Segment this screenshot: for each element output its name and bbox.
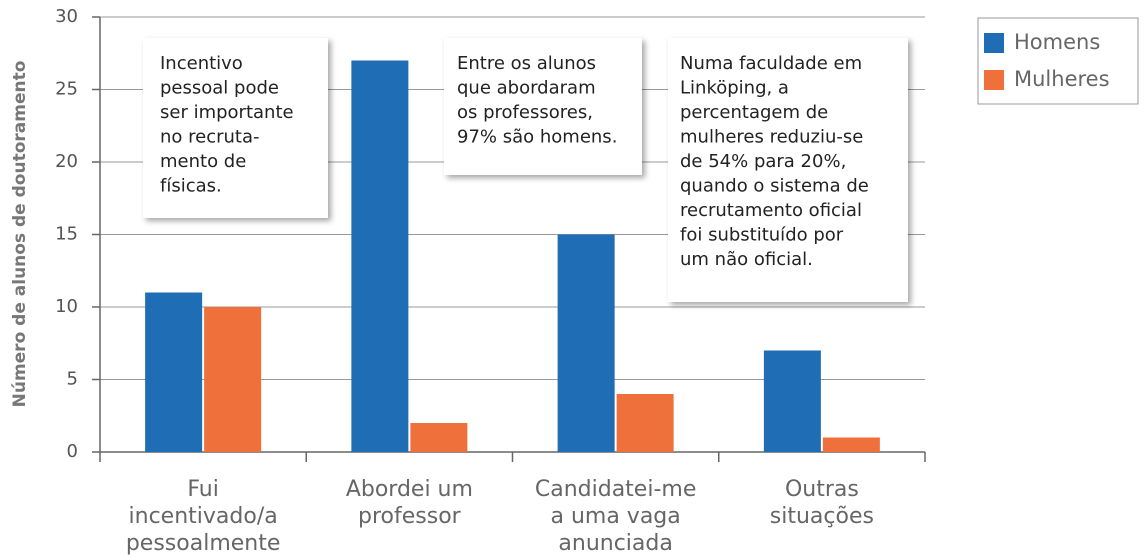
- x-tick-label: anunciada: [558, 531, 672, 556]
- annotation-text: Linköping, a: [680, 78, 789, 99]
- bar: [557, 234, 615, 452]
- annotation-text: físicas.: [160, 176, 222, 197]
- annotation-text: um não oficial.: [680, 249, 813, 270]
- y-tick-label: 30: [55, 6, 78, 27]
- legend-label: Homens: [1014, 30, 1100, 54]
- x-tick-label: Candidatei-me: [535, 477, 697, 502]
- legend-label: Mulheres: [1014, 67, 1110, 91]
- x-tick-label: Fui: [187, 477, 219, 502]
- annotation-text: pessoal pode: [160, 78, 279, 99]
- bar: [145, 292, 203, 452]
- bar: [204, 307, 262, 452]
- annotation-text: Numa faculdade em: [680, 53, 862, 74]
- annotation-text: recrutamento oficial: [680, 200, 862, 221]
- annotation-text: que abordaram: [457, 78, 596, 99]
- y-tick-label: 20: [55, 151, 78, 172]
- bar: [616, 394, 674, 452]
- y-axis-label: Número de alunos de doutoramento: [10, 61, 30, 408]
- annotation-text: os professores,: [457, 102, 593, 123]
- annotation-text: Entre os alunos: [457, 53, 596, 74]
- annotation-box: [143, 38, 328, 218]
- y-tick-label: 0: [67, 441, 78, 462]
- bar: [763, 350, 821, 452]
- x-tick-label: situações: [770, 504, 874, 529]
- annotation-text: foi substituído por: [680, 225, 844, 246]
- x-tick-label: pessoalmente: [126, 531, 281, 556]
- y-tick-label: 5: [67, 369, 78, 390]
- y-tick-label: 15: [55, 224, 78, 245]
- y-tick-label: 10: [55, 296, 78, 317]
- x-tick-label: a uma vaga: [550, 504, 680, 529]
- y-tick-label: 25: [55, 79, 78, 100]
- x-tick-label: professor: [358, 504, 462, 529]
- annotation-text: de 54% para 20%,: [680, 151, 846, 172]
- legend-swatch: [984, 70, 1004, 90]
- annotation-box: [668, 38, 908, 302]
- annotation-text: ser importante: [160, 102, 294, 123]
- bar: [410, 423, 468, 452]
- x-tick-label: incentivado/a: [129, 504, 278, 529]
- annotation-text: percentagem de: [680, 102, 828, 123]
- annotation-box: [444, 38, 642, 175]
- x-tick-label: Outras: [785, 477, 859, 502]
- legend-box: [977, 17, 1139, 105]
- annotation-text: quando o sistema de: [680, 176, 869, 197]
- legend-swatch: [984, 33, 1004, 53]
- annotation-text: mulheres reduziu-se: [680, 127, 863, 148]
- bar: [351, 60, 409, 452]
- annotation-text: no recruta-: [160, 127, 260, 148]
- bar: [822, 437, 880, 452]
- annotation-text: mento de: [160, 151, 246, 172]
- x-tick-label: Abordei um: [346, 477, 473, 502]
- annotation-text: Incentivo: [160, 53, 243, 74]
- annotation-text: 97% são homens.: [457, 127, 617, 148]
